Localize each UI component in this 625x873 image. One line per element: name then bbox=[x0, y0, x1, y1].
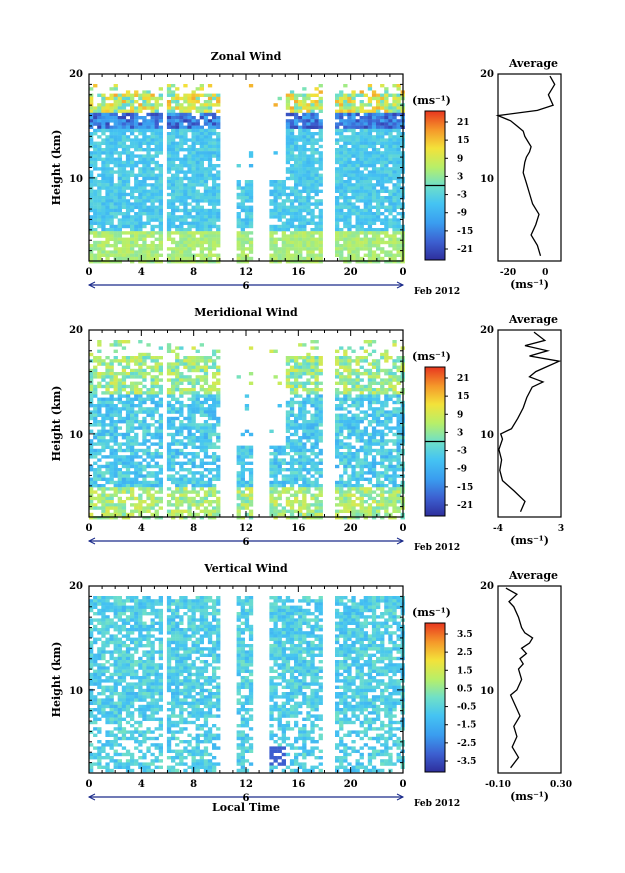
colorbar-unit: (ms⁻¹) bbox=[412, 350, 451, 363]
average-unit: (ms⁻¹) bbox=[510, 790, 549, 803]
colorbar-tick: -21 bbox=[457, 245, 473, 255]
x-tick-label: 12 bbox=[239, 523, 253, 534]
colorbar-tick: -15 bbox=[457, 227, 473, 237]
colorbar-tick: 3 bbox=[457, 172, 463, 182]
average-profile-line bbox=[495, 75, 556, 256]
average-y-tick: 10 bbox=[480, 174, 494, 185]
x-tick-label: 20 bbox=[344, 523, 358, 534]
x-tick-label: 4 bbox=[138, 779, 145, 790]
average-frame bbox=[497, 329, 562, 518]
x-tick-label: 0 bbox=[400, 779, 407, 790]
x-tick-label: 20 bbox=[344, 779, 358, 790]
y-tick-label: 10 bbox=[69, 174, 83, 185]
y-tick-label: 10 bbox=[69, 686, 83, 697]
colorbar-unit: (ms⁻¹) bbox=[412, 606, 451, 619]
x-tick-label: 16 bbox=[291, 267, 305, 278]
panel-title: Meridional Wind bbox=[194, 306, 298, 319]
x-tick-label: 12 bbox=[239, 779, 253, 790]
x-tick-label: 12 bbox=[239, 267, 253, 278]
x-tick-label: 0 bbox=[86, 267, 93, 278]
average-unit: (ms⁻¹) bbox=[510, 534, 549, 547]
average-y-tick: 10 bbox=[480, 430, 494, 441]
date-marker: 6 bbox=[243, 281, 250, 292]
y-tick-label: 20 bbox=[69, 69, 83, 80]
average-x-tick: 3 bbox=[558, 524, 564, 534]
average-y-tick: 20 bbox=[480, 325, 494, 336]
average-x-tick: 0.30 bbox=[550, 780, 572, 790]
x-tick-label: 4 bbox=[138, 523, 145, 534]
average-y-tick: 10 bbox=[480, 686, 494, 697]
x-tick-label: 20 bbox=[344, 267, 358, 278]
y-axis-label: Height (km) bbox=[50, 386, 63, 462]
y-axis-label: Height (km) bbox=[50, 130, 63, 206]
colorbar-tick: 21 bbox=[457, 374, 470, 384]
x-tick-label: 16 bbox=[291, 779, 305, 790]
colorbar-tick: 15 bbox=[457, 136, 470, 146]
colorbar-tick: 2.5 bbox=[457, 648, 473, 658]
x-axis-label: Local Time bbox=[212, 801, 280, 814]
colorbar-tick: 3.5 bbox=[457, 630, 473, 640]
x-tick-label: 0 bbox=[86, 779, 93, 790]
y-tick-label: 20 bbox=[69, 325, 83, 336]
colorbar-tick: -3.5 bbox=[457, 757, 476, 767]
heatmap-field bbox=[89, 84, 405, 264]
colorbar-tick: 21 bbox=[457, 118, 470, 128]
x-tick-label: 0 bbox=[400, 267, 407, 278]
average-frame bbox=[497, 585, 562, 774]
panel-3: Vertical Wind 20 10 Height (km) 0 4 8 12 16 20 0 6 F… bbox=[50, 562, 572, 814]
y-axis-label: Height (km) bbox=[50, 642, 63, 718]
colorbar-tick: 3 bbox=[457, 428, 463, 438]
x-tick-label: 16 bbox=[291, 523, 305, 534]
average-x-tick: -0.10 bbox=[485, 780, 511, 790]
colorbar-unit: (ms⁻¹) bbox=[412, 94, 451, 107]
average-title: Average bbox=[508, 57, 558, 70]
date-label: Feb 2012 bbox=[414, 287, 460, 297]
date-marker: 6 bbox=[243, 793, 250, 804]
colorbar-tick: 1.5 bbox=[457, 666, 473, 676]
date-marker: 6 bbox=[243, 537, 250, 548]
colorbar-tick: -2.5 bbox=[457, 739, 476, 749]
colorbar-tick: 9 bbox=[457, 154, 463, 164]
colorbar-tick: -0.5 bbox=[457, 703, 476, 713]
colorbar-tick: 9 bbox=[457, 410, 463, 420]
colorbar-tick: -9 bbox=[457, 209, 467, 219]
colorbar bbox=[424, 622, 446, 773]
panel-1: Zonal Wind 20 10 Height (km) 0 4 8 12 16 20 0 6 Feb … bbox=[50, 50, 562, 297]
heatmap-field bbox=[89, 340, 405, 520]
average-frame bbox=[497, 73, 562, 262]
x-tick-label: 0 bbox=[86, 523, 93, 534]
colorbar-tick: -21 bbox=[457, 501, 473, 511]
average-profile-line bbox=[505, 587, 534, 769]
y-tick-label: 10 bbox=[69, 430, 83, 441]
x-tick-label: 8 bbox=[190, 779, 197, 790]
panel-2: Meridional Wind 20 10 Height (km) 0 4 8 12 16 20 0… bbox=[50, 306, 564, 553]
colorbar-tick: 0.5 bbox=[457, 684, 473, 694]
date-label: Feb 2012 bbox=[414, 543, 460, 553]
average-title: Average bbox=[508, 569, 558, 582]
x-tick-label: 8 bbox=[190, 267, 197, 278]
panel-title: Vertical Wind bbox=[203, 562, 288, 575]
average-x-tick: 0 bbox=[542, 268, 548, 278]
colorbar-tick: -9 bbox=[457, 465, 467, 475]
y-tick-label: 20 bbox=[69, 581, 83, 592]
heatmap-field bbox=[89, 596, 405, 773]
average-y-tick: 20 bbox=[480, 581, 494, 592]
panel-title: Zonal Wind bbox=[211, 50, 282, 63]
colorbar-tick: -1.5 bbox=[457, 721, 476, 731]
average-profile-line bbox=[498, 331, 562, 513]
colorbar-tick: -3 bbox=[457, 191, 467, 201]
average-x-tick: -4 bbox=[493, 524, 503, 534]
x-tick-label: 4 bbox=[138, 267, 145, 278]
colorbar-tick: 15 bbox=[457, 392, 470, 402]
x-tick-label: 8 bbox=[190, 523, 197, 534]
average-unit: (ms⁻¹) bbox=[510, 278, 549, 291]
colorbar-tick: -3 bbox=[457, 447, 467, 457]
date-label: Feb 2012 bbox=[414, 799, 460, 809]
x-tick-label: 0 bbox=[400, 523, 407, 534]
colorbar-tick: -15 bbox=[457, 483, 473, 493]
average-y-tick: 20 bbox=[480, 69, 494, 80]
average-title: Average bbox=[508, 313, 558, 326]
average-x-tick: -20 bbox=[500, 268, 516, 278]
